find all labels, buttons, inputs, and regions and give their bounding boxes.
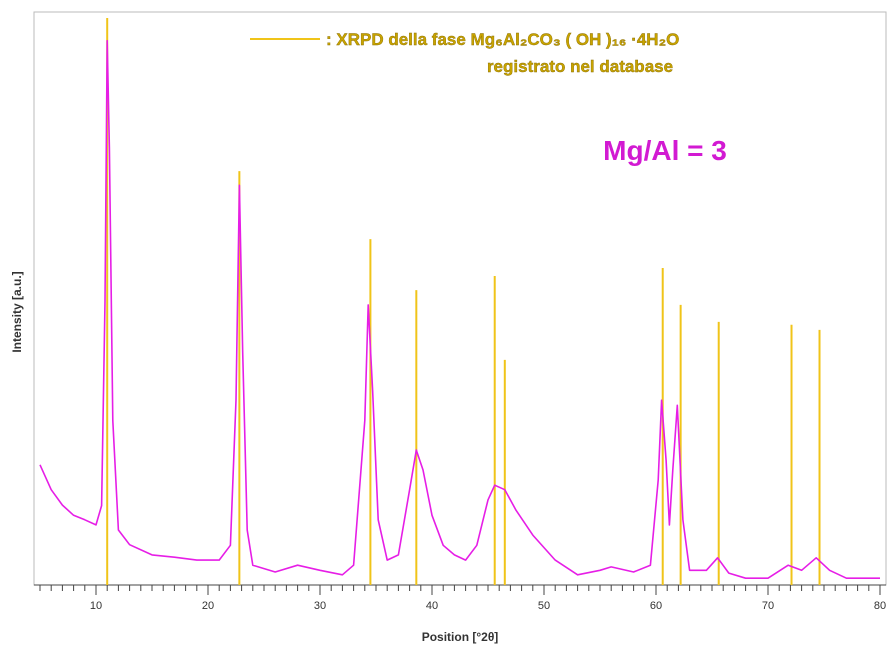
plot-frame xyxy=(33,11,887,586)
x-axis-label: Position [°2θ] xyxy=(422,630,499,644)
legend-label: : XRPD della fase Mg₆Al₂CO₃ ( OH )₁₆ ·4H… xyxy=(326,30,679,49)
y-axis-label: Intensity [a.u.] xyxy=(10,271,24,352)
x-tick-label: 20 xyxy=(202,600,214,612)
legend-note: registrato nel database xyxy=(487,57,673,76)
x-tick-label: 70 xyxy=(762,600,774,612)
pattern-line xyxy=(39,39,880,579)
annotation: Mg/Al = 3 xyxy=(603,135,727,166)
x-tick-label: 80 xyxy=(874,600,886,612)
x-tick-label: 10 xyxy=(90,600,102,612)
x-tick-label: 50 xyxy=(538,600,550,612)
x-tick-label: 40 xyxy=(426,600,438,612)
x-tick-label: 60 xyxy=(650,600,662,612)
x-tick-label: 30 xyxy=(314,600,326,612)
